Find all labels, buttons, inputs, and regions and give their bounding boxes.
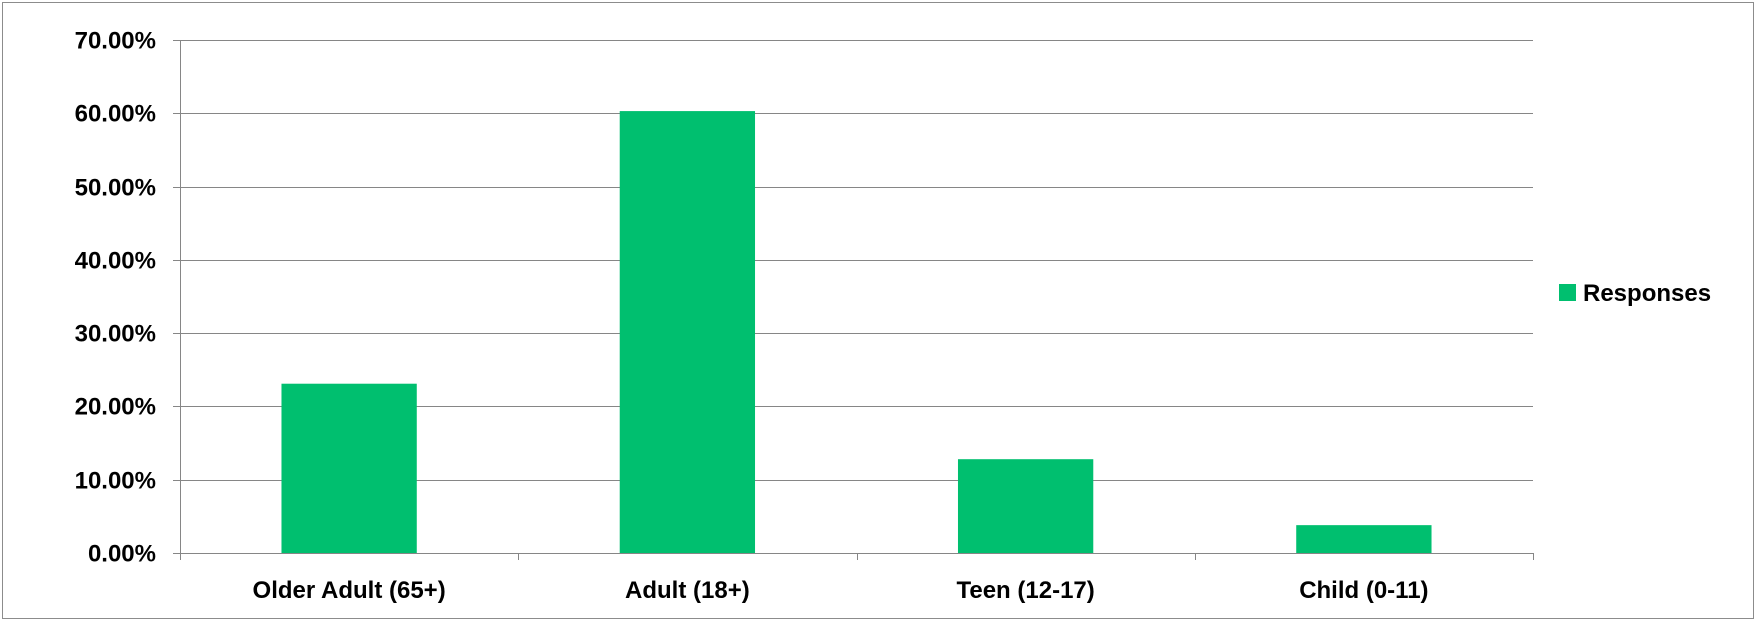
y-tick-labels: 0.00% 10.00% 20.00% 30.00% 40.00% 50.00% 60.00…	[75, 28, 156, 568]
axes	[173, 40, 1534, 560]
x-tick-label: Teen (12-17)	[956, 577, 1094, 604]
y-tick-label: 30.00%	[75, 321, 156, 348]
y-tick-label: 20.00%	[75, 394, 156, 421]
legend: Responses	[1559, 280, 1711, 307]
bar	[957, 459, 1094, 553]
bar	[281, 383, 417, 553]
x-tick-label: Child (0-11)	[1299, 577, 1428, 604]
y-tick-label: 60.00%	[75, 101, 156, 128]
legend-label-responses: Responses	[1583, 280, 1711, 307]
legend-swatch-responses	[1559, 284, 1576, 301]
y-tick-label: 50.00%	[75, 175, 156, 202]
x-tick-label: Adult (18+)	[625, 577, 750, 604]
bars	[281, 111, 1432, 553]
bar	[1296, 525, 1432, 553]
y-tick-label: 0.00%	[88, 541, 156, 568]
x-tick-label: Older Adult (65+)	[253, 577, 446, 604]
y-tick-label: 70.00%	[75, 28, 156, 55]
x-tick-labels: Older Adult (65+) Adult (18+) Teen (12-17)…	[253, 577, 1429, 604]
y-tick-label: 10.00%	[75, 468, 156, 495]
y-tick-label: 40.00%	[75, 248, 156, 275]
bar	[619, 111, 756, 553]
